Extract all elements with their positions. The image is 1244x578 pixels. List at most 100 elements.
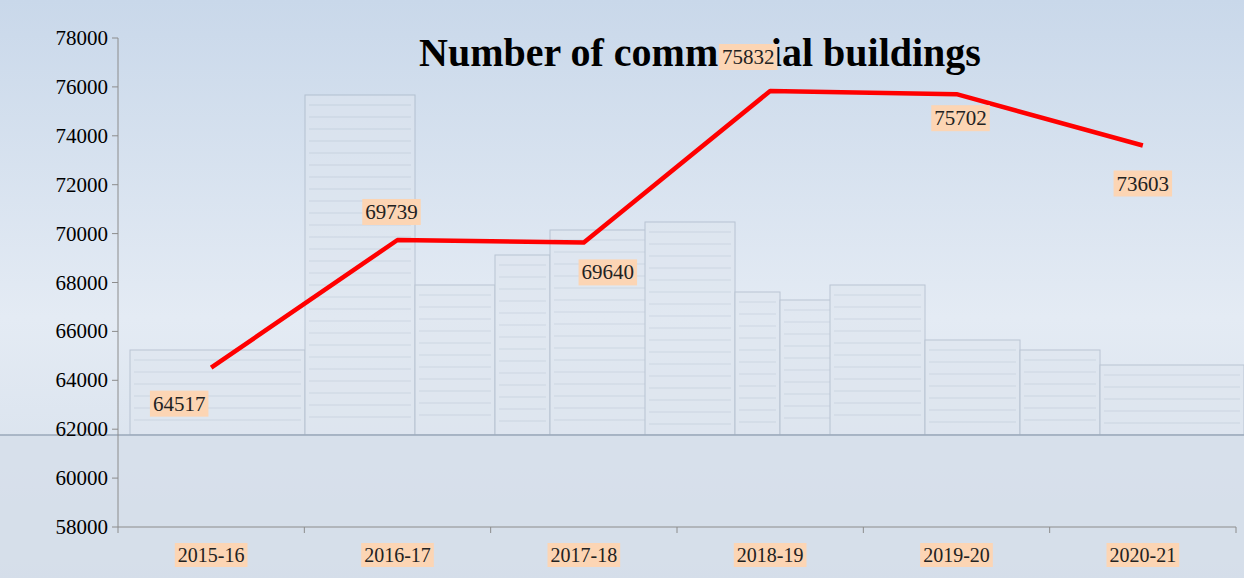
data-label-group: 69640 [579,259,638,285]
building-floor [784,370,836,371]
building-floor [649,328,731,329]
building-floor [649,412,731,413]
building-floor [554,288,646,289]
building-floor [499,361,546,362]
building-floor [499,337,546,338]
building [550,230,650,435]
building-floor [499,373,546,374]
building [925,340,1020,435]
building-floor [419,403,491,404]
building-floor [499,313,546,314]
building-floor [419,307,491,308]
y-tick-label: 72000 [56,173,109,197]
x-tick [118,527,119,533]
building-floor [834,355,921,356]
x-tick [304,527,305,533]
building-floor [499,385,546,386]
x-tick-label-group: 2018-19 [734,543,807,567]
building-floor [784,334,836,335]
building-floor [499,409,546,410]
building-floor [784,406,836,407]
y-tick [112,86,118,87]
building-floor [419,319,491,320]
data-label-group: 64517 [150,391,209,417]
building-floor [309,381,411,382]
x-tick-label: 2018-19 [737,544,804,566]
building-floor [419,415,491,416]
x-tick-label: 2015-16 [178,544,245,566]
x-tick-label-box [1106,543,1179,567]
building-floor [649,400,731,401]
building-floor [499,301,546,302]
building-floor [309,177,411,178]
building-floor [834,403,921,404]
building-floor [309,129,411,130]
building [415,285,495,435]
y-tick-label: 74000 [56,124,109,148]
building-floor [739,326,776,327]
building-floor [739,422,776,423]
building-floor [1024,372,1096,373]
y-tick [112,331,118,332]
x-tick [863,527,864,533]
building-floor [649,340,731,341]
x-tick-label-box [547,543,620,567]
x-tick-label-group: 2019-20 [920,543,993,567]
building-floor [929,362,1016,363]
building-floor [309,321,411,322]
building-floor [784,310,836,311]
data-label: 75832 [722,45,775,69]
water [0,435,1244,578]
building-floor [1024,360,1096,361]
building-floor [739,314,776,315]
x-tick [490,527,491,533]
building-floor [739,398,776,399]
building-floor [554,420,646,421]
building-floor [554,336,646,337]
building-floor [134,420,301,421]
building [735,292,780,435]
building-floor [649,280,731,281]
building-floor [929,386,1016,387]
data-label-group: 73603 [1114,171,1173,197]
background [0,0,1244,578]
x-tick [1236,527,1237,533]
building-floor [309,285,411,286]
building-floor [739,338,776,339]
building-floor [929,350,1016,351]
building-floor [554,324,646,325]
building-floor [134,384,301,385]
building-floor [499,277,546,278]
building-floor [309,237,411,238]
x-tick-label: 2017-18 [550,544,617,566]
building-floor [649,244,731,245]
title: Number of commercial buildings [419,30,981,75]
data-label: 75702 [934,106,987,130]
building-floor [419,355,491,356]
building-floor [784,346,836,347]
building-floor [554,360,646,361]
y-tick-label: 78000 [56,26,109,50]
building-floor [739,386,776,387]
building-floor [739,374,776,375]
data-label: 69739 [365,200,418,224]
building-floor [419,331,491,332]
building-floor [309,261,411,262]
building-floor [419,343,491,344]
building-floor [499,421,546,422]
building-floor [834,319,921,320]
building [645,222,735,435]
building-floor [419,367,491,368]
x-tick [1049,527,1050,533]
building-floor [649,292,731,293]
building-floor [649,232,731,233]
plot-area [211,91,1143,368]
data-label-box [150,391,209,417]
y-tick-label: 64000 [56,368,109,392]
data-line [211,91,1143,368]
x-tick-label-group: 2015-16 [175,543,248,567]
y-tick-label: 70000 [56,222,109,246]
building-floor [739,410,776,411]
building-floor [309,345,411,346]
building [830,285,925,435]
